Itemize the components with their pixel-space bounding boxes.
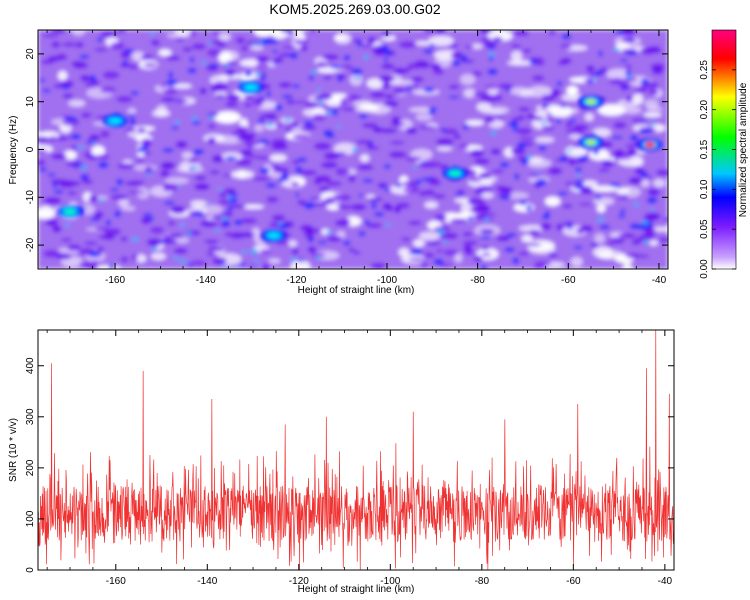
x-tick-label: -60 <box>566 576 581 587</box>
hotspot <box>578 136 603 149</box>
y-tick-label: 10 <box>25 96 36 108</box>
snr-panel: -160 -140 -120 -100 -80 -60 -40 4003002001000 … <box>8 329 675 595</box>
x-tick-label: -80 <box>470 275 485 286</box>
spectrogram-x-ticks: -160 -140 -120 -100 -80 -60 -40 <box>46 30 667 286</box>
x-tick-label: -160 <box>105 275 125 286</box>
spectrogram-hotspots <box>57 81 662 242</box>
colorbar-tick-label: 0.05 <box>699 219 710 239</box>
snr-series-line <box>38 330 674 570</box>
hotspot <box>103 114 128 127</box>
x-tick-label: -40 <box>652 275 667 286</box>
colorbar-tick-label: 0.25 <box>699 60 710 80</box>
hotspot <box>261 229 286 242</box>
spectrogram-panel: -160 -140 -120 -100 -80 -60 -40 20 10 0 -10 -20 He… <box>8 29 669 296</box>
colorbar-tick-label: 0.15 <box>699 139 710 159</box>
y-tick-label: 20 <box>25 48 36 60</box>
y-tick-label: 0 <box>25 567 36 573</box>
hotspot <box>637 138 662 151</box>
snr-x-ticks: -160 -140 -120 -100 -80 -60 -40 <box>46 330 673 587</box>
hotspot <box>239 81 264 94</box>
snr-background <box>38 330 674 570</box>
spectrogram-x-axis-label: Height of straight line (km) <box>298 285 415 296</box>
snr-y-axis-label: SNR (10 * v/v) <box>8 418 19 482</box>
colorbar-label: Normalized spectral amplitude <box>738 82 749 217</box>
hotspot <box>578 95 603 108</box>
snr-x-axis-label: Height of straight line (km) <box>298 584 415 595</box>
y-tick-label: 0 <box>25 146 36 152</box>
snr-frame <box>37 329 675 571</box>
y-tick-label: 100 <box>25 510 36 527</box>
x-tick-label: -120 <box>286 275 306 286</box>
spectrogram-y-axis-label: Frequency (Hz) <box>8 116 19 185</box>
x-tick-label: -140 <box>197 576 217 587</box>
chart-title: KOM5.2025.269.03.00.G02 <box>269 1 440 17</box>
x-tick-label: -40 <box>658 576 673 587</box>
spectrogram-y-ticks: 20 10 0 -10 -20 <box>25 48 668 252</box>
y-tick-label: -10 <box>25 190 36 205</box>
hotspot <box>442 167 467 180</box>
colorbar-ticks: 0.25 0.20 0.15 0.10 0.05 0.00 <box>699 60 736 279</box>
x-tick-label: -100 <box>377 275 397 286</box>
x-tick-label: -80 <box>475 576 490 587</box>
y-tick-label: -20 <box>25 237 36 252</box>
spectrogram-heatmap <box>38 30 668 269</box>
colorbar-tick-label: 0.00 <box>699 259 710 279</box>
y-tick-label: 300 <box>25 408 36 425</box>
x-tick-label: -60 <box>561 275 576 286</box>
x-tick-label: -140 <box>196 275 216 286</box>
hotspot <box>57 205 82 218</box>
y-tick-label: 200 <box>25 459 36 476</box>
colorbar-tick-label: 0.10 <box>699 179 710 199</box>
x-tick-label: -120 <box>289 576 309 587</box>
x-tick-label: -100 <box>380 576 400 587</box>
colorbar-tick-label: 0.20 <box>699 99 710 119</box>
snr-y-ticks: 400 300 200 100 0 <box>25 357 674 573</box>
y-tick-label: 400 <box>25 357 36 374</box>
x-tick-label: -160 <box>106 576 126 587</box>
colorbar: 0.25 0.20 0.15 0.10 0.05 0.00 Normalized spec… <box>699 29 749 279</box>
